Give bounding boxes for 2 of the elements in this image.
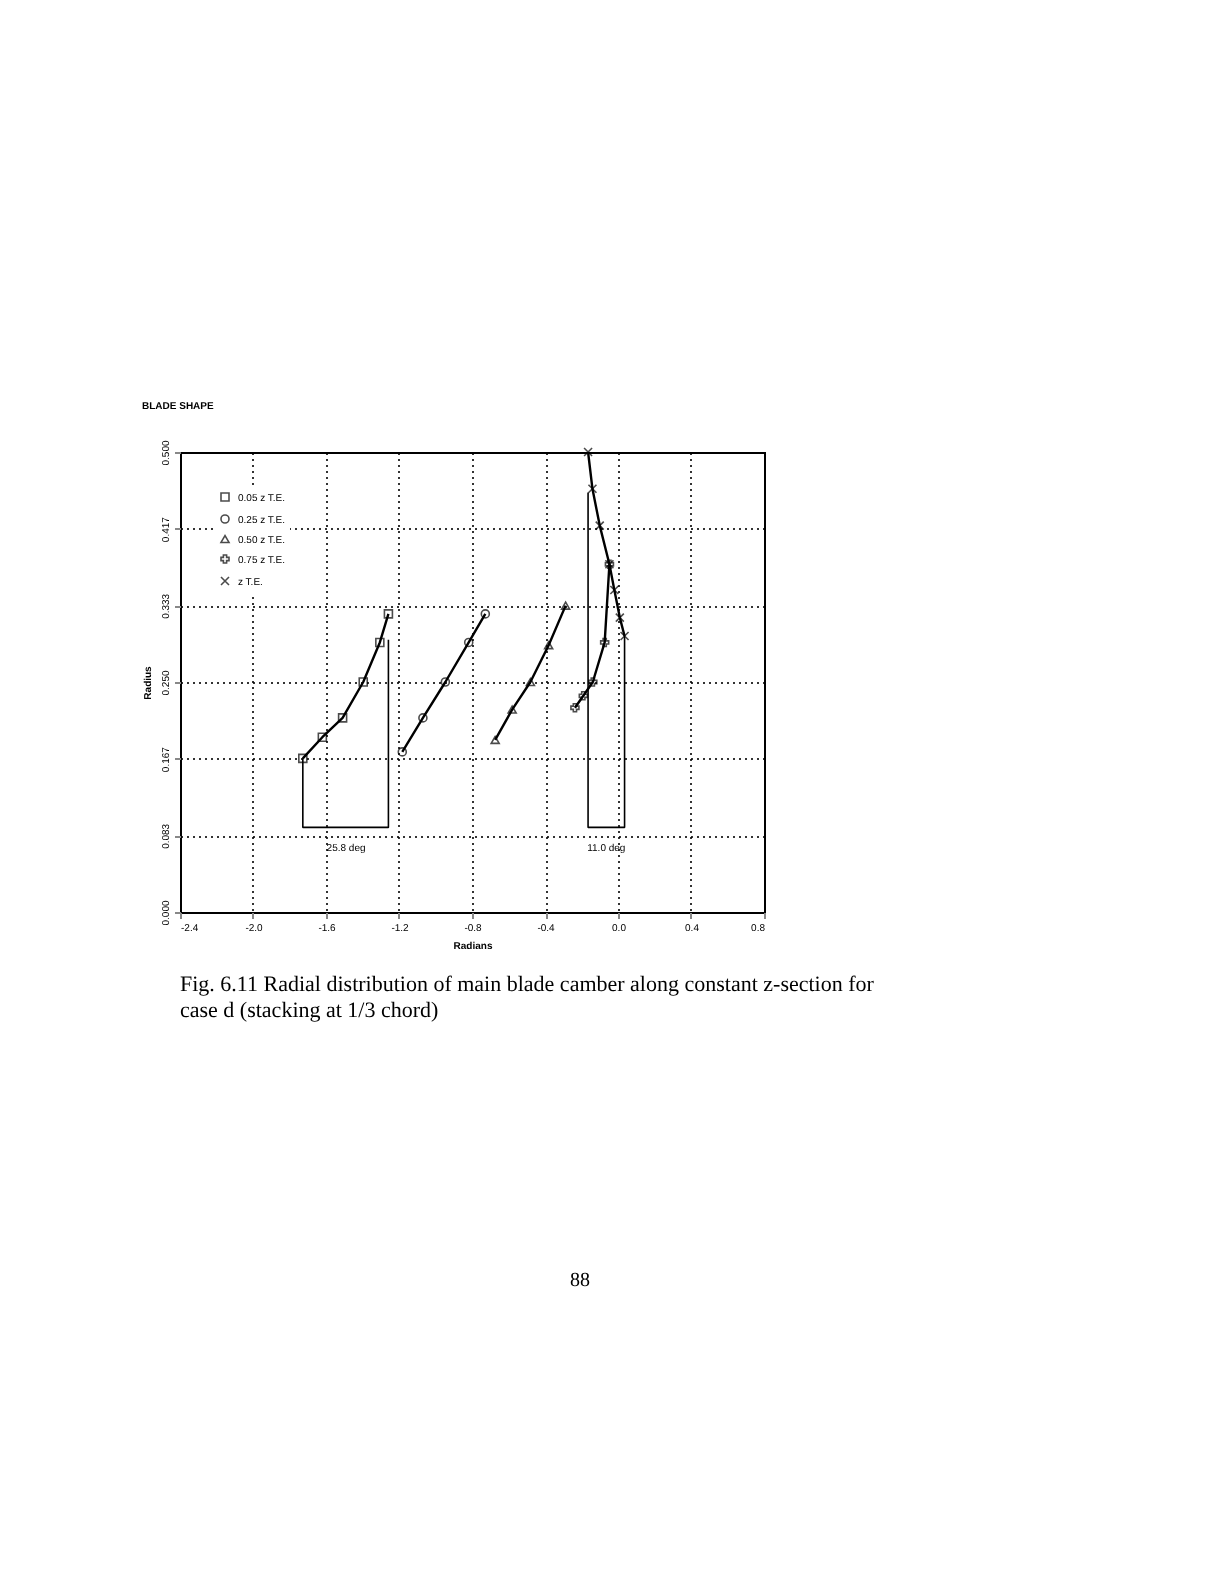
text: 88 — [570, 1270, 590, 1292]
caption: Fig. 6.11 Radial distribution of main blade camber along constant z-section for case d (stacking at 1/3 chord) — [180, 973, 875, 1023]
